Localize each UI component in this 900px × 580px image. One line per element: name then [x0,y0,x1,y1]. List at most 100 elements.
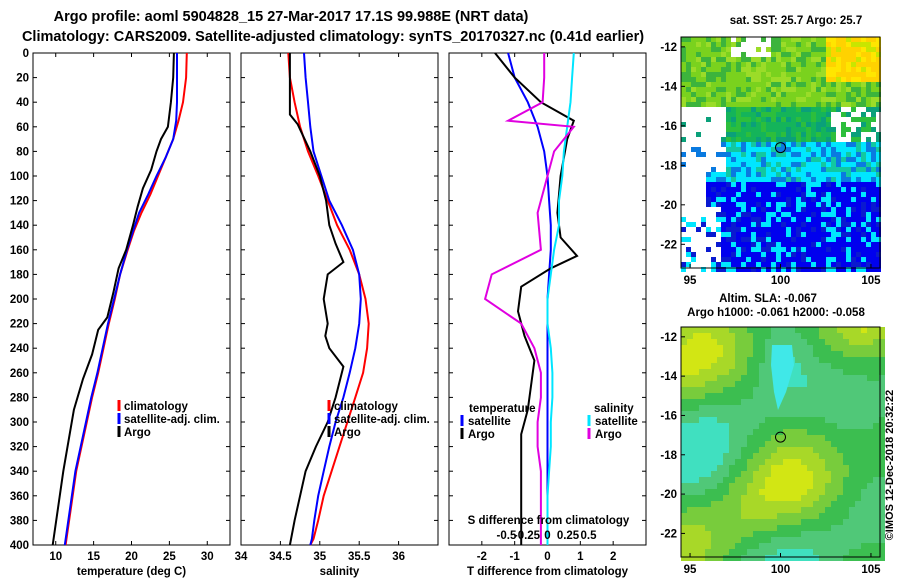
heatmap-cell [776,67,781,72]
heatmap-cell [861,483,867,489]
heatmap-cell [716,52,721,57]
heatmap-cell [855,405,861,411]
x-axis-label: T difference from climatology [467,566,629,578]
heatmap-cell [729,465,735,471]
heatmap-cell [873,357,879,363]
heatmap-cell [796,122,801,127]
heatmap-cell [711,132,716,137]
heatmap-cell [837,405,843,411]
heatmap-cell [801,187,806,192]
heatmap-cell [746,157,751,162]
heatmap-cell [736,82,741,87]
heatmap-cell [821,172,826,177]
heatmap-cell [776,217,781,222]
heatmap-cell [766,122,771,127]
heatmap-cell [836,132,841,137]
heatmap-cell [686,67,691,72]
heatmap-cell [781,267,786,272]
heatmap-cell [691,62,696,67]
heatmap-cell [706,67,711,72]
heatmap-cell [761,172,766,177]
heatmap-cell [807,399,813,405]
heatmap-cell [726,172,731,177]
heatmap-cell [866,262,871,267]
heatmap-cell [753,399,759,405]
heatmap-cell [716,97,721,102]
heatmap-cell [687,357,693,363]
heatmap-cell [741,537,747,543]
heatmap-cell [856,202,861,207]
heatmap-cell [821,232,826,237]
heatmap-cell [843,453,849,459]
heatmap-cell [836,177,841,182]
heatmap-cell [801,57,806,62]
heatmap-cell [786,152,791,157]
heatmap-cell [701,232,706,237]
heatmap-cell [751,207,756,212]
heatmap-cell [786,252,791,257]
heatmap-cell [706,122,711,127]
heatmap-cell [691,162,696,167]
heatmap-cell [751,62,756,67]
heatmap-cell [873,501,879,507]
heatmap-cell [717,501,723,507]
heatmap-cell [795,471,801,477]
heatmap-cell [849,549,855,555]
heatmap-cell [681,52,686,57]
heatmap-cell [711,369,717,375]
heatmap-cell [791,232,796,237]
heatmap-cell [761,127,766,132]
heatmap-cell [831,453,837,459]
heatmap-cell [781,122,786,127]
heatmap-cell [791,87,796,92]
heatmap-cell [716,117,721,122]
heatmap-cell [806,72,811,77]
heatmap-cell [879,399,885,405]
heatmap-cell [721,72,726,77]
heatmap-cell [796,77,801,82]
heatmap-cell [726,232,731,237]
heatmap-cell [783,483,789,489]
heatmap-cell [866,37,871,42]
heatmap-cell [795,489,801,495]
heatmap-cell [831,97,836,102]
x-tick-label: 35.5 [348,551,371,563]
heatmap-cell [716,267,721,272]
heatmap-cell [867,441,873,447]
heatmap-cell [696,177,701,182]
heatmap-cell [723,471,729,477]
heatmap-cell [765,363,771,369]
heatmap-cell [681,222,686,227]
heatmap-cell [776,72,781,77]
heatmap-cell [791,137,796,142]
heatmap-cell [705,531,711,537]
heatmap-cell [876,67,881,72]
heatmap-cell [837,381,843,387]
heatmap-cell [711,417,717,423]
heatmap-cell [736,187,741,192]
heatmap-cell [867,327,873,333]
heatmap-cell [821,67,826,72]
heatmap-cell [756,112,761,117]
heatmap-cell [681,127,686,132]
heatmap-cell [696,87,701,92]
heatmap-cell [771,417,777,423]
heatmap-cell [721,182,726,187]
heatmap-cell [786,187,791,192]
heatmap-cell [711,459,717,465]
heatmap-cell [825,453,831,459]
heatmap-cell [726,197,731,202]
heatmap-cell [746,87,751,92]
heatmap-cell [699,357,705,363]
heatmap-cell [843,525,849,531]
heatmap-cell [717,507,723,513]
heatmap-cell [873,429,879,435]
heatmap-cell [866,122,871,127]
heatmap-cell [686,167,691,172]
heatmap-cell [761,57,766,62]
heatmap-cell [699,477,705,483]
heatmap-cell [776,262,781,267]
heatmap-cell [681,417,687,423]
heatmap-cell [846,157,851,162]
